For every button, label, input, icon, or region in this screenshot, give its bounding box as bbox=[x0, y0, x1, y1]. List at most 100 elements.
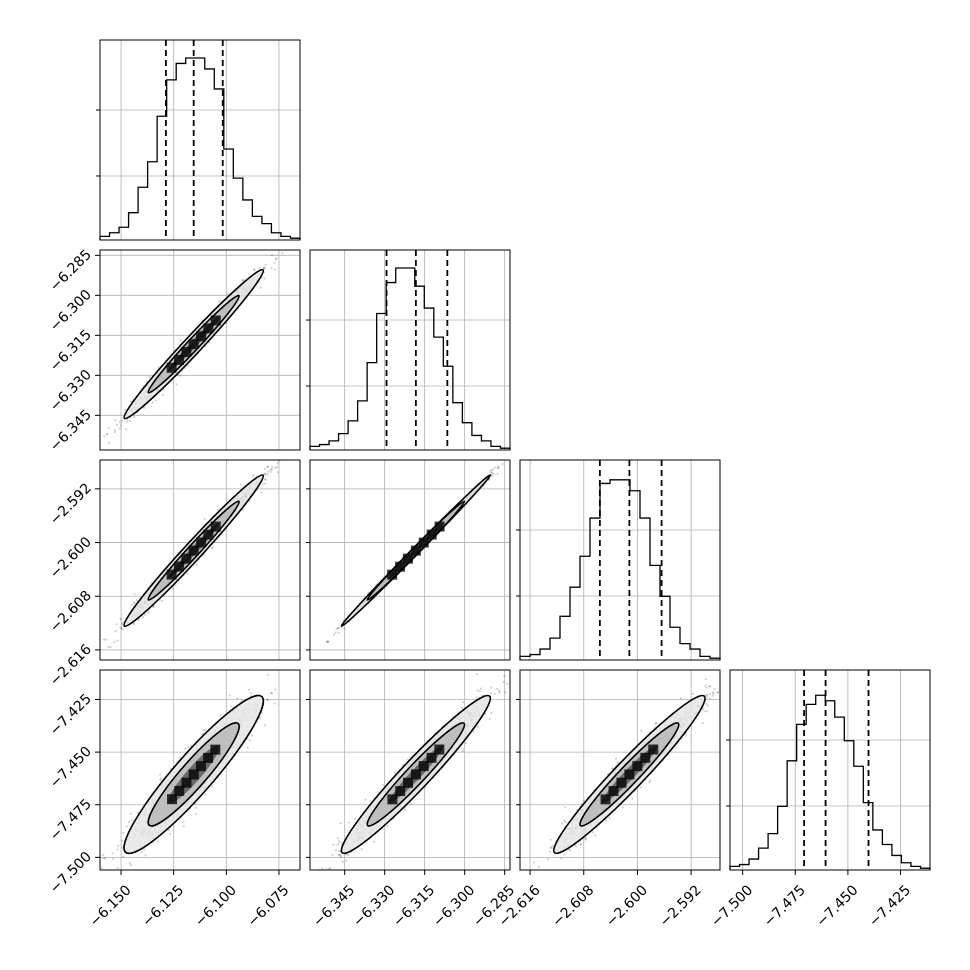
scatter-panel-2-1 bbox=[306, 413, 554, 661]
scatter-point bbox=[264, 472, 267, 475]
scatter-point bbox=[121, 621, 124, 624]
y-tick-label: −6.315 bbox=[47, 327, 95, 375]
scatter-point bbox=[113, 429, 117, 432]
scatter-point bbox=[159, 773, 162, 776]
scatter-point bbox=[261, 711, 264, 714]
scatter-point bbox=[552, 413, 554, 415]
scatter-point bbox=[493, 466, 497, 469]
scatter-point bbox=[277, 471, 280, 474]
scatter-point bbox=[239, 483, 243, 486]
scatter-point bbox=[489, 470, 492, 474]
scatter-point bbox=[242, 508, 245, 511]
histogram-1 bbox=[309, 267, 511, 450]
scatter-point bbox=[116, 867, 119, 870]
density-cell bbox=[196, 331, 207, 342]
scatter-point bbox=[120, 618, 123, 621]
scatter-point bbox=[241, 279, 244, 282]
scatter-point bbox=[263, 277, 266, 280]
hist-panel-3 bbox=[726, 669, 931, 871]
scatter-point bbox=[154, 399, 157, 402]
scatter-point bbox=[327, 640, 330, 643]
scatter-point bbox=[116, 639, 119, 642]
scatter-point bbox=[270, 253, 274, 257]
scatter-point bbox=[274, 258, 277, 261]
scatter-point bbox=[109, 646, 112, 649]
density-cell bbox=[418, 537, 429, 548]
density-cell bbox=[210, 315, 221, 326]
y-tick-label: −6.285 bbox=[47, 247, 95, 295]
scatter-point bbox=[89, 446, 91, 448]
scatter-point bbox=[121, 627, 124, 630]
scatter-point bbox=[124, 428, 128, 431]
scatter-point bbox=[124, 409, 127, 412]
scatter-point bbox=[263, 482, 267, 485]
scatter-point bbox=[179, 338, 182, 341]
histogram-3 bbox=[729, 694, 931, 870]
scatter-point bbox=[151, 401, 155, 404]
density-cell bbox=[173, 354, 184, 365]
scatter-point bbox=[250, 734, 254, 737]
scatter-point bbox=[266, 673, 269, 676]
scatter-point bbox=[121, 419, 124, 422]
scatter-point bbox=[337, 631, 340, 634]
scatter-point bbox=[336, 626, 340, 630]
scatter-point bbox=[94, 664, 96, 666]
y-tick-label: −2.608 bbox=[47, 588, 95, 636]
scatter-panel-3-0: −7.500−7.475−7.450−7.425 bbox=[47, 669, 301, 897]
y-tick-label: −6.345 bbox=[47, 407, 95, 455]
scatter-point bbox=[266, 473, 269, 476]
density-cell bbox=[181, 347, 192, 358]
scatter-point bbox=[133, 601, 136, 605]
scatter-point bbox=[501, 462, 504, 466]
scatter-point bbox=[340, 626, 343, 629]
scatter-point bbox=[273, 268, 277, 271]
density-cell bbox=[402, 553, 413, 564]
scatter-point bbox=[115, 623, 118, 626]
scatter-point bbox=[489, 468, 493, 472]
scatter-point bbox=[497, 466, 500, 469]
scatter-point bbox=[121, 846, 124, 849]
scatter-point bbox=[135, 599, 139, 602]
scatter-point bbox=[115, 423, 119, 426]
scatter-point bbox=[269, 468, 272, 471]
scatter-point bbox=[186, 572, 189, 575]
scatter-point bbox=[119, 626, 122, 629]
scatter-point bbox=[271, 465, 274, 468]
scatter-point bbox=[161, 599, 164, 603]
scatter-point bbox=[106, 432, 109, 435]
scatter-point bbox=[492, 472, 495, 475]
scatter-point bbox=[275, 466, 279, 469]
density-cell bbox=[196, 537, 207, 548]
scatter-point bbox=[326, 641, 329, 644]
scatter-point bbox=[105, 433, 108, 436]
scatter-point bbox=[247, 688, 251, 691]
density-cell bbox=[188, 545, 199, 556]
scatter-point bbox=[225, 321, 228, 325]
scatter-point bbox=[496, 465, 500, 468]
scatter-point bbox=[195, 563, 198, 566]
scatter-point bbox=[142, 406, 146, 409]
scatter-point bbox=[153, 604, 156, 608]
scatter-panel-1-0: −6.345−6.330−6.315−6.300−6.285 bbox=[47, 247, 301, 455]
contour-1 bbox=[147, 500, 240, 601]
hist-panel-1 bbox=[306, 249, 511, 451]
scatter-point bbox=[496, 467, 499, 470]
scatter-panel-2-0: −2.616−2.608−2.600−2.592 bbox=[47, 459, 301, 689]
scatter-point bbox=[125, 420, 129, 423]
scatter-point bbox=[210, 547, 214, 550]
density-cell bbox=[410, 545, 421, 556]
scatter-point bbox=[273, 688, 277, 691]
scatter-point bbox=[114, 630, 117, 633]
scatter-point bbox=[263, 467, 266, 470]
scatter-point bbox=[203, 517, 206, 520]
scatter-point bbox=[263, 472, 266, 476]
scatter-point bbox=[263, 266, 266, 269]
scatter-point bbox=[202, 732, 205, 735]
scatter-point bbox=[211, 546, 214, 549]
y-tick-label: −2.592 bbox=[47, 480, 95, 528]
panel-content bbox=[100, 673, 277, 870]
density-cell bbox=[203, 529, 214, 540]
scatter-point bbox=[265, 478, 268, 481]
scatter-point bbox=[260, 491, 263, 494]
scatter-point bbox=[130, 819, 133, 822]
